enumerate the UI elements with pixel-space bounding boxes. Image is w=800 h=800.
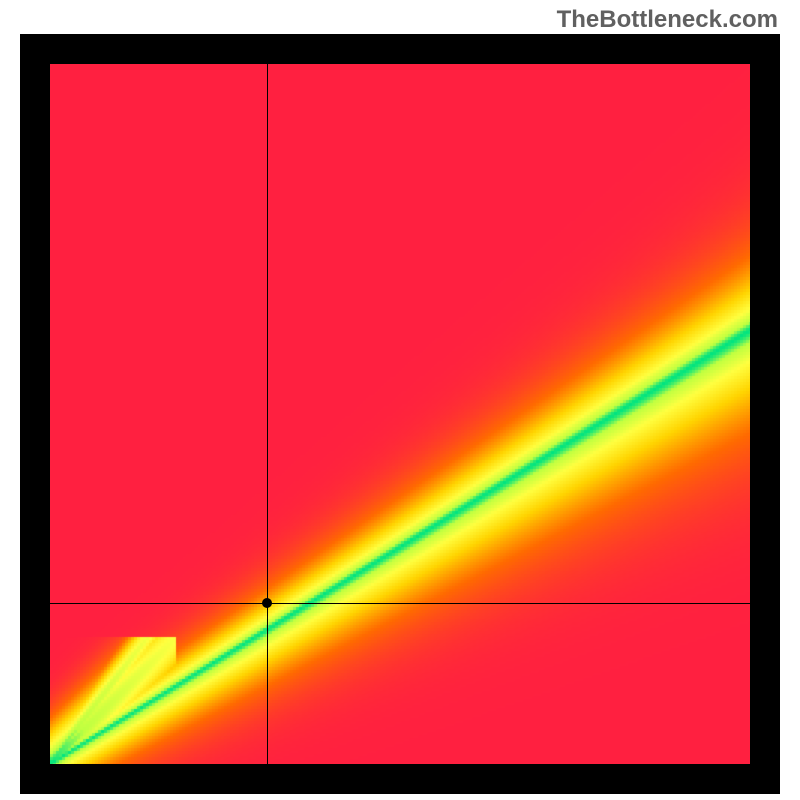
watermark-text: TheBottleneck.com (557, 6, 778, 34)
heatmap-canvas (50, 64, 750, 764)
chart-frame (20, 34, 780, 794)
crosshair-horizontal (50, 603, 750, 604)
marker-dot (262, 598, 272, 608)
plot-area (50, 64, 750, 764)
root-container: TheBottleneck.com (0, 0, 800, 800)
crosshair-vertical (267, 64, 268, 764)
